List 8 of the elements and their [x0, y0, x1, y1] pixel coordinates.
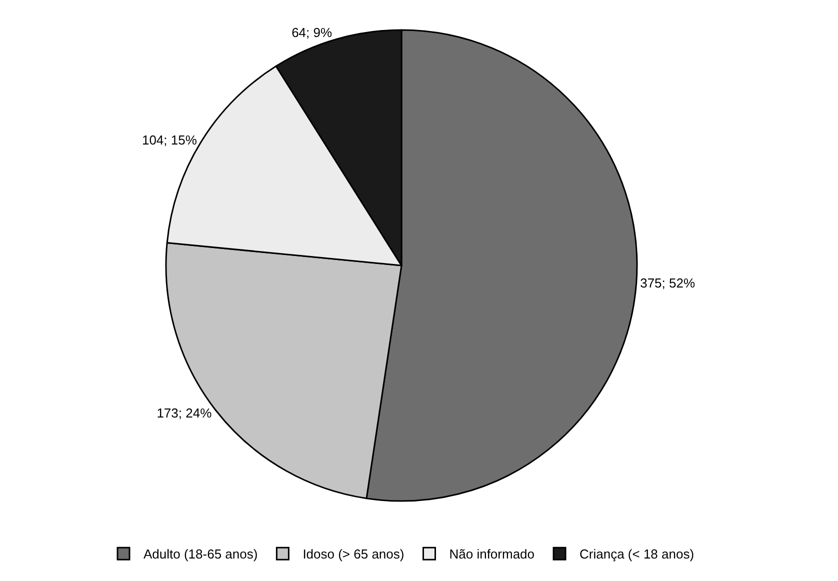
data-label: 173; 24% [156, 406, 212, 421]
data-label: 64; 9% [292, 24, 332, 40]
legend-label: Não informado [449, 546, 535, 562]
data-label: 375; 52% [640, 276, 696, 291]
legend-label: Criança (< 18 anos) [580, 546, 694, 562]
legend-label: Idoso (> 65 anos) [302, 546, 404, 562]
legend-label: Adulto (18-65 anos) [144, 546, 258, 562]
data-label: 104; 15% [142, 132, 198, 148]
